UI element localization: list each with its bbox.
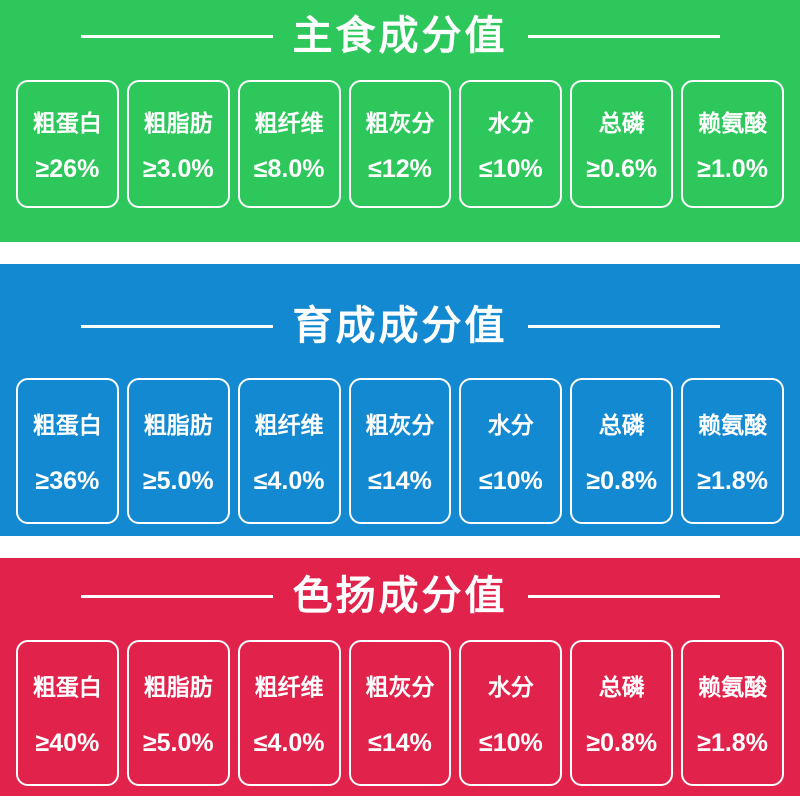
section-color-enhance-values: 色扬成分值 粗蛋白 ≥40% 粗脂肪 ≥5.0% 粗纤维 ≤4.0% 粗灰分 ≤… (0, 558, 800, 796)
nutrient-value: ≥1.0% (697, 155, 768, 183)
nutrient-name: 赖氨酸 (698, 412, 768, 438)
nutrient-name: 粗脂肪 (143, 110, 213, 136)
nutrient-name: 粗灰分 (365, 110, 435, 136)
nutrient-value: ≤8.0% (253, 155, 325, 183)
nutrient-cell: 粗灰分 ≤12% (348, 80, 452, 208)
nutrient-value: ≥0.6% (586, 155, 658, 183)
nutrient-value: ≤10% (478, 729, 543, 757)
nutrient-name: 粗脂肪 (143, 674, 213, 700)
section-header: 育成成分值 (12, 304, 788, 348)
nutrient-name: 粗蛋白 (32, 412, 102, 438)
nutrient-name: 水分 (487, 674, 534, 700)
nutrient-value: ≤12% (368, 155, 432, 183)
nutrient-name: 总磷 (598, 674, 645, 700)
nutrient-name: 总磷 (598, 110, 645, 136)
nutrient-cell: 粗蛋白 ≥26% (16, 80, 119, 208)
nutrient-name: 粗蛋白 (32, 674, 102, 700)
nutrient-cell: 水分 ≤10% (459, 378, 563, 524)
nutrient-row: 粗蛋白 ≥40% 粗脂肪 ≥5.0% 粗纤维 ≤4.0% 粗灰分 ≤14% 水分… (12, 640, 788, 786)
section-growth-values: 育成成分值 粗蛋白 ≥36% 粗脂肪 ≥5.0% 粗纤维 ≤4.0% 粗灰分 ≤… (0, 264, 800, 536)
nutrient-value: ≥0.8% (586, 729, 658, 757)
nutrient-name: 水分 (487, 412, 534, 438)
section-staple-values: 主食成分值 粗蛋白 ≥26% 粗脂肪 ≥3.0% 粗纤维 ≤8.0% 粗灰分 ≤… (0, 0, 800, 242)
nutrient-cell: 赖氨酸 ≥1.8% (681, 378, 785, 524)
section-header: 主食成分值 (12, 14, 788, 58)
section-header: 色扬成分值 (12, 574, 788, 618)
nutrient-value: ≥36% (35, 467, 100, 495)
nutrient-value: ≤14% (368, 467, 432, 495)
nutrient-value: ≥1.8% (697, 729, 768, 757)
nutrient-value: ≥5.0% (142, 467, 214, 495)
nutrient-name: 赖氨酸 (698, 674, 768, 700)
nutrient-name: 粗灰分 (365, 674, 435, 700)
nutrient-value: ≤10% (478, 467, 543, 495)
nutrient-cell: 水分 ≤10% (459, 640, 563, 786)
nutrient-name: 粗蛋白 (32, 110, 102, 136)
section-title: 色扬成分值 (292, 574, 508, 618)
nutrient-value: ≥0.8% (586, 467, 658, 495)
nutrient-cell: 粗蛋白 ≥36% (16, 378, 119, 524)
nutrient-value: ≤4.0% (253, 467, 325, 495)
section-title: 主食成分值 (292, 14, 508, 58)
nutrient-cell: 总磷 ≥0.8% (570, 640, 674, 786)
nutrient-value: ≤4.0% (253, 729, 325, 757)
title-divider-right (527, 594, 720, 598)
nutrient-value: ≤14% (368, 729, 432, 757)
nutrient-cell: 总磷 ≥0.6% (570, 80, 674, 208)
nutrient-value: ≤10% (478, 155, 543, 183)
nutrient-value: ≥26% (35, 155, 100, 183)
nutrient-cell: 粗脂肪 ≥5.0% (126, 640, 230, 786)
nutrient-row: 粗蛋白 ≥26% 粗脂肪 ≥3.0% 粗纤维 ≤8.0% 粗灰分 ≤12% 水分… (12, 80, 788, 208)
nutrient-cell: 总磷 ≥0.8% (570, 378, 674, 524)
nutrient-name: 赖氨酸 (698, 110, 768, 136)
section-title: 育成成分值 (292, 304, 508, 348)
title-divider-left (80, 34, 273, 38)
nutrient-cell: 粗纤维 ≤4.0% (237, 640, 341, 786)
title-divider-right (527, 34, 720, 38)
nutrient-cell: 粗灰分 ≤14% (348, 640, 452, 786)
nutrient-cell: 粗纤维 ≤8.0% (237, 80, 341, 208)
nutrient-cell: 粗纤维 ≤4.0% (237, 378, 341, 524)
title-divider-left (80, 324, 273, 328)
nutrient-cell: 粗脂肪 ≥5.0% (126, 378, 230, 524)
nutrient-value: ≥40% (35, 729, 100, 757)
nutrient-row: 粗蛋白 ≥36% 粗脂肪 ≥5.0% 粗纤维 ≤4.0% 粗灰分 ≤14% 水分… (12, 378, 788, 524)
nutrient-name: 水分 (487, 110, 534, 136)
title-divider-right (527, 324, 720, 328)
nutrient-name: 粗纤维 (254, 110, 324, 136)
nutrient-value: ≥5.0% (142, 729, 214, 757)
nutrient-name: 粗纤维 (254, 412, 324, 438)
title-divider-left (80, 594, 273, 598)
nutrient-cell: 粗脂肪 ≥3.0% (126, 80, 230, 208)
nutrient-cell: 水分 ≤10% (459, 80, 563, 208)
nutrient-name: 粗灰分 (365, 412, 435, 438)
nutrient-cell: 赖氨酸 ≥1.0% (681, 80, 785, 208)
nutrient-cell: 粗蛋白 ≥40% (16, 640, 119, 786)
nutrient-cell: 粗灰分 ≤14% (348, 378, 452, 524)
nutrient-name: 粗纤维 (254, 674, 324, 700)
nutrient-value: ≥1.8% (697, 467, 768, 495)
nutrient-name: 粗脂肪 (143, 412, 213, 438)
nutrient-value: ≥3.0% (142, 155, 214, 183)
nutrient-name: 总磷 (598, 412, 645, 438)
nutrient-cell: 赖氨酸 ≥1.8% (681, 640, 785, 786)
